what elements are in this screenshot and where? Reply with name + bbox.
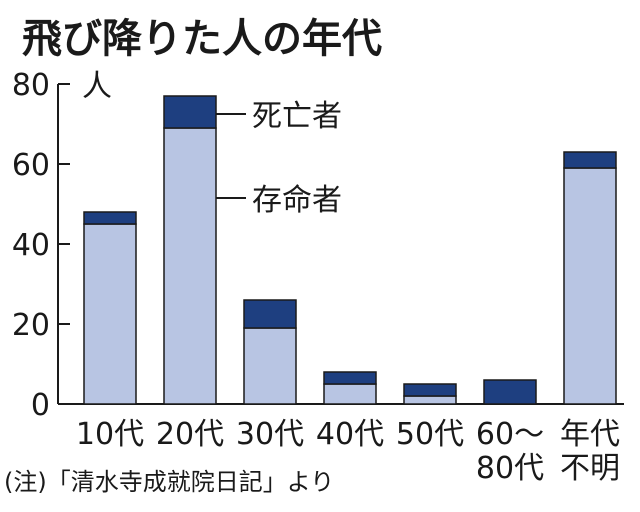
legend-dead-label: 死亡者 (252, 99, 342, 134)
bar-survivor (243, 327, 297, 405)
x-category-label-line2: 80代 (476, 451, 544, 486)
bars-group (83, 95, 617, 405)
y-tick-label: 80 (12, 68, 50, 103)
x-category-label: 10代 (76, 417, 144, 452)
x-category-label: 40代 (316, 417, 384, 452)
y-tick-label: 60 (12, 148, 50, 183)
x-category-label: 30代 (236, 417, 304, 452)
source-note: (注)「清水寺成就院日記」より (4, 468, 334, 496)
bar-survivor (323, 383, 377, 405)
y-tick-label: 20 (12, 308, 50, 343)
bar-survivor (563, 167, 617, 405)
bar-dead (163, 95, 217, 129)
y-axis-unit: 人 (82, 69, 112, 104)
axis-group: 0 20 40 60 80 (12, 68, 624, 423)
y-tick-label: 40 (12, 228, 50, 263)
bar-survivor (403, 395, 457, 405)
x-category-label: 年代 (560, 417, 620, 452)
bar-dead (83, 211, 137, 225)
bar-dead (243, 299, 297, 329)
x-category-label-line2: 不明 (560, 451, 620, 486)
bar-survivor (83, 223, 137, 405)
bar-dead (403, 383, 457, 397)
x-category-label: 50代 (396, 417, 464, 452)
y-tick-label: 0 (31, 388, 50, 423)
legend-survivor-label: 存命者 (252, 183, 342, 218)
bar-dead (563, 151, 617, 169)
bar-survivor (163, 127, 217, 405)
bar-dead (483, 379, 537, 405)
x-category-label: 60～ (476, 417, 544, 452)
x-category-label: 20代 (156, 417, 224, 452)
bar-dead (323, 371, 377, 385)
chart-title: 飛び降りた人の年代 (22, 16, 382, 62)
